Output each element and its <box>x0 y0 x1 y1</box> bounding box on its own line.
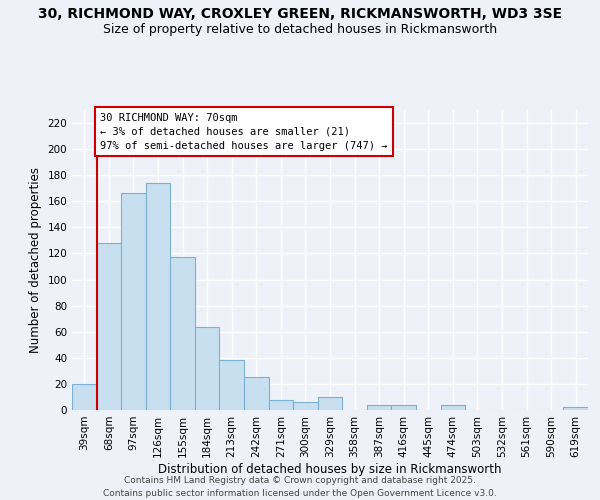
Text: Contains HM Land Registry data © Crown copyright and database right 2025.
Contai: Contains HM Land Registry data © Crown c… <box>103 476 497 498</box>
Text: 30 RICHMOND WAY: 70sqm
← 3% of detached houses are smaller (21)
97% of semi-deta: 30 RICHMOND WAY: 70sqm ← 3% of detached … <box>100 112 388 150</box>
Bar <box>170 258 195 410</box>
Text: 30, RICHMOND WAY, CROXLEY GREEN, RICKMANSWORTH, WD3 3SE: 30, RICHMOND WAY, CROXLEY GREEN, RICKMAN… <box>38 8 562 22</box>
Bar <box>97 243 121 410</box>
Bar <box>244 378 269 410</box>
Bar <box>121 194 146 410</box>
Bar <box>440 405 465 410</box>
Bar <box>146 183 170 410</box>
Bar <box>72 384 97 410</box>
Bar <box>220 360 244 410</box>
Bar <box>318 397 342 410</box>
Bar <box>391 405 416 410</box>
Bar <box>269 400 293 410</box>
Y-axis label: Number of detached properties: Number of detached properties <box>29 167 42 353</box>
X-axis label: Distribution of detached houses by size in Rickmansworth: Distribution of detached houses by size … <box>158 462 502 475</box>
Bar <box>195 326 220 410</box>
Text: Size of property relative to detached houses in Rickmansworth: Size of property relative to detached ho… <box>103 22 497 36</box>
Bar <box>367 405 391 410</box>
Bar <box>293 402 318 410</box>
Bar <box>563 408 588 410</box>
